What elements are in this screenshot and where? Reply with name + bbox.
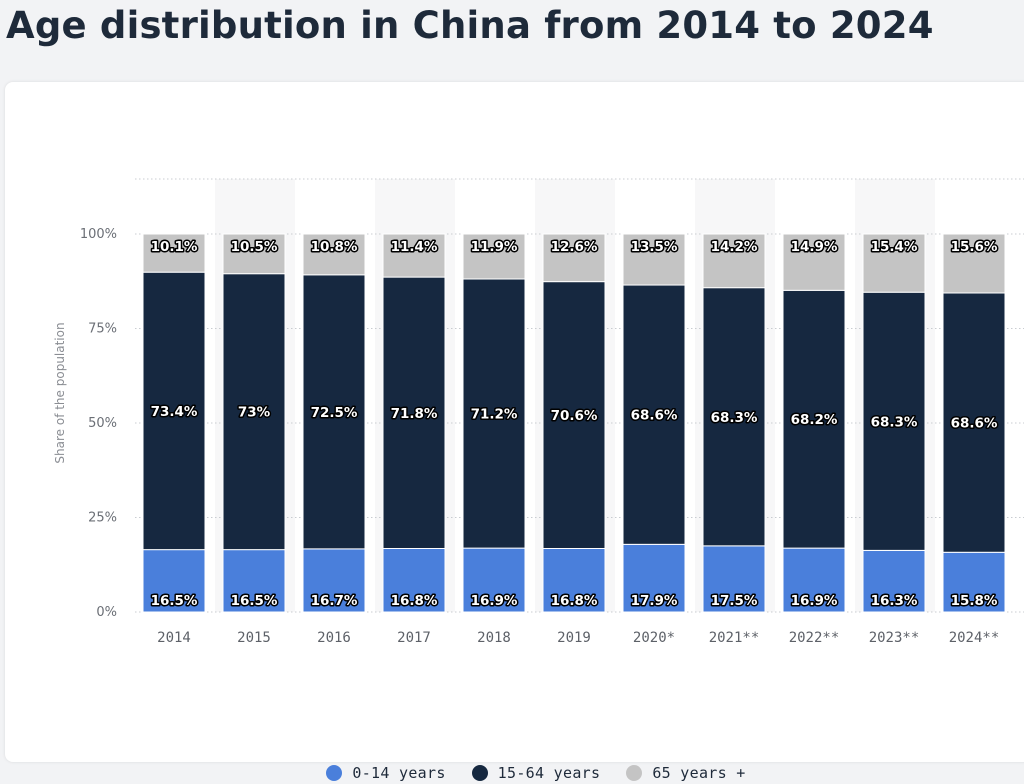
bar-segment: [222, 233, 286, 275]
bar-segment: [622, 284, 686, 545]
data-label: 15.4%: [871, 239, 918, 255]
bar-segment: [382, 547, 446, 613]
data-label: 14.9%: [791, 239, 838, 255]
bars: [142, 233, 1006, 613]
x-tick-label: 2018: [477, 630, 511, 646]
legend-swatch-0-14: [326, 765, 343, 781]
legend-label-65-plus: 65 years +: [652, 764, 746, 782]
data-label: 70.6%: [551, 408, 598, 424]
legend-item-65-plus[interactable]: 65 years +: [626, 764, 745, 782]
data-label: 10.5%: [231, 239, 278, 255]
legend-item-0-14[interactable]: 0-14 years: [326, 764, 445, 782]
bar-segment: [302, 233, 366, 276]
bar-segment: [862, 233, 926, 293]
bar-segment: [222, 549, 286, 613]
stacked-bar-chart: 16.5% 73.4% 10.1% 16.5% 73% 10.5% 16.7% 72.5% 10…: [53, 178, 1024, 646]
legend-swatch-15-64: [471, 765, 488, 781]
page-title: Age distribution in China from 2014 to 2…: [6, 4, 934, 47]
y-tick-label: 100%: [80, 227, 117, 242]
data-label: 16.8%: [551, 593, 598, 609]
data-label: 11.9%: [471, 239, 518, 255]
bar-segment: [142, 549, 206, 613]
data-label: 16.5%: [231, 593, 278, 609]
x-tick-label: 2015: [237, 630, 271, 646]
bar-segment: [782, 547, 846, 613]
data-label: 14.2%: [711, 239, 758, 255]
bar-segment: [462, 547, 526, 613]
data-label: 16.9%: [791, 593, 838, 609]
axes: 0% 25% 50% 75% 100% Share of the population 20…: [53, 227, 999, 646]
data-label: 15.8%: [951, 593, 998, 609]
bar-segment: [782, 289, 846, 549]
x-tick-label: 2014: [157, 630, 191, 646]
data-label: 73%: [238, 405, 271, 421]
bar-segment: [302, 274, 366, 550]
data-label: 68.3%: [871, 414, 918, 430]
chart-legend: 0-14 years 15-64 years 65 years +: [5, 762, 1024, 784]
data-label: 15.6%: [951, 239, 998, 255]
bar-segment: [622, 543, 686, 613]
data-label: 16.3%: [871, 593, 918, 609]
bar-segment: [542, 233, 606, 283]
y-tick-label: 0%: [96, 605, 117, 620]
bar-segment: [142, 271, 206, 551]
bar-segment: [542, 547, 606, 613]
bar-segment: [702, 233, 766, 289]
bar-segment: [142, 233, 206, 273]
bar-segment: [462, 278, 526, 549]
x-tick-label: 2020*: [633, 630, 675, 646]
bar-segment: [942, 551, 1006, 613]
x-tick-label: 2022**: [789, 630, 840, 646]
x-tick-label: 2016: [317, 630, 351, 646]
data-label: 72.5%: [311, 405, 358, 421]
bar-segment: [382, 276, 446, 549]
data-label: 12.6%: [551, 239, 598, 255]
bar-segment: [542, 281, 606, 549]
data-label: 13.5%: [631, 239, 678, 255]
data-label: 71.2%: [471, 407, 518, 423]
bar-segment: [942, 233, 1006, 294]
x-tick-label: 2024**: [949, 630, 1000, 646]
bar-segment: [862, 291, 926, 551]
data-label: 17.5%: [711, 593, 758, 609]
data-label: 16.9%: [471, 593, 518, 609]
data-label: 16.7%: [311, 593, 358, 609]
bar-segment: [222, 273, 286, 551]
data-label: 73.4%: [151, 404, 198, 420]
bar-segment: [782, 233, 846, 291]
data-label: 10.1%: [151, 239, 198, 255]
bar-segment: [702, 287, 766, 547]
data-label: 68.2%: [791, 412, 838, 428]
y-axis-title: Share of the population: [53, 322, 67, 463]
bar-segment: [462, 233, 526, 280]
chart-card: 16.5% 73.4% 10.1% 16.5% 73% 10.5% 16.7% 72.5% 10…: [5, 82, 1024, 782]
data-labels: 16.5% 73.4% 10.1% 16.5% 73% 10.5% 16.7% 72.5% 10…: [149, 238, 999, 611]
bar-segment: [942, 292, 1006, 553]
x-tick-label: 2023**: [869, 630, 920, 646]
data-label: 16.8%: [391, 593, 438, 609]
bar-segment: [622, 233, 686, 286]
y-tick-label: 75%: [88, 322, 117, 337]
bar-segment: [702, 545, 766, 613]
x-tick-label: 2019: [557, 630, 591, 646]
y-tick-label: 50%: [88, 416, 117, 431]
x-tick-label: 2017: [397, 630, 431, 646]
bar-segment: [862, 549, 926, 613]
data-label: 10.8%: [311, 239, 358, 255]
data-label: 71.8%: [391, 406, 438, 422]
data-label: 68.6%: [951, 416, 998, 432]
data-label: 68.6%: [631, 408, 678, 424]
legend-swatch-65-plus: [626, 765, 643, 781]
legend-label-0-14: 0-14 years: [352, 764, 446, 782]
data-label: 68.3%: [711, 410, 758, 426]
legend-item-15-64[interactable]: 15-64 years: [471, 764, 601, 782]
bar-segment: [382, 233, 446, 278]
data-label: 11.4%: [391, 239, 438, 255]
y-tick-label: 25%: [88, 511, 117, 526]
x-tick-label: 2021**: [709, 630, 760, 646]
data-label: 17.9%: [631, 593, 678, 609]
legend-label-15-64: 15-64 years: [497, 764, 601, 782]
data-label: 16.5%: [151, 593, 198, 609]
